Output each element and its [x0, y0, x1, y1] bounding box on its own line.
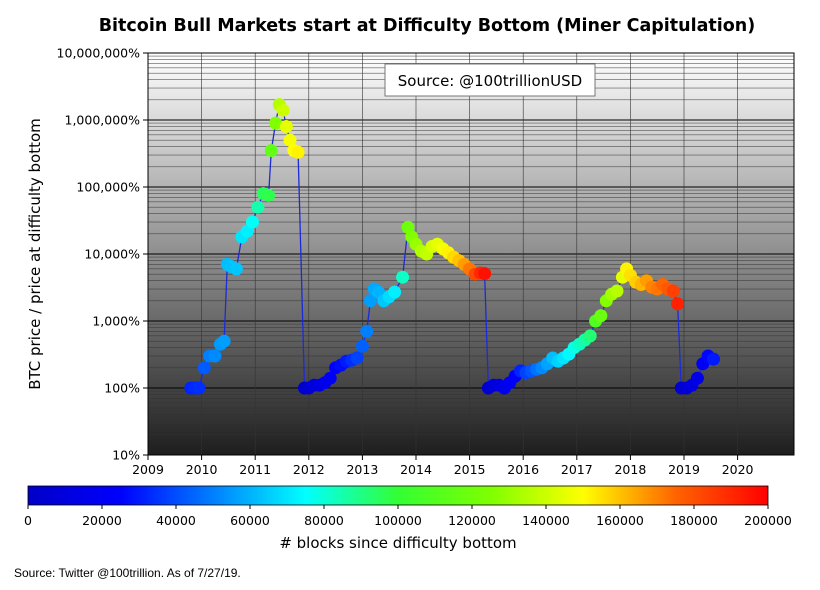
colorbar-tick-label: 140000: [522, 513, 570, 528]
colorbar-tick-label: 60000: [230, 513, 270, 528]
data-point: [355, 339, 369, 353]
data-point: [246, 215, 259, 229]
x-tick-label: 2018: [614, 462, 646, 477]
data-point: [594, 309, 608, 323]
y-tick-label: 1,000%: [92, 314, 140, 329]
data-point: [269, 116, 283, 130]
data-point: [396, 270, 410, 284]
data-point: [192, 381, 206, 395]
footnote: Source: Twitter @100trillion. As of 7/27…: [14, 566, 241, 580]
data-point: [323, 371, 337, 385]
colorbar-tick-label: 200000: [744, 513, 792, 528]
data-point: [291, 145, 305, 159]
colorbar-label: # blocks since difficulty bottom: [279, 534, 516, 552]
data-points: [184, 98, 720, 395]
source-annotation: Source: @100trillionUSD: [398, 72, 582, 90]
data-point: [283, 133, 297, 147]
data-point: [690, 371, 704, 385]
y-axis: 10% 100% 1,000% 10,000% 100,000% 1,000,000% 10…: [57, 46, 148, 463]
colorbar-tick-label: 20000: [82, 513, 122, 528]
colorbar-ticks: 0 20000 40000 60000 80000 100000 120000 140000 1…: [24, 505, 792, 528]
x-tick-label: 2013: [346, 462, 378, 477]
data-point: [363, 294, 377, 308]
data-point: [279, 120, 293, 133]
y-tick-label: 100%: [104, 381, 140, 396]
data-point: [251, 200, 265, 214]
y-tick-label: 100,000%: [76, 180, 140, 195]
x-tick-label: 2012: [293, 462, 325, 477]
x-tick-label: 2016: [507, 462, 539, 477]
colorbar-tick-label: 180000: [670, 513, 718, 528]
y-tick-label: 10,000,000%: [57, 46, 141, 61]
x-tick-label: 2014: [400, 462, 432, 477]
x-tick-label: 2010: [186, 462, 218, 477]
data-point: [197, 361, 211, 375]
data-point: [583, 329, 597, 343]
data-point: [671, 297, 685, 311]
source-annotation-box: [384, 63, 596, 97]
colorbar-tick-label: 40000: [156, 513, 196, 528]
data-point: [264, 144, 278, 157]
colorbar-tick-label: 100000: [374, 513, 422, 528]
x-axis: 2009 2010 2011 2012 2013 2014 2015 2016 2017 2018…: [132, 455, 754, 477]
colorbar-tick-label: 120000: [448, 513, 496, 528]
data-point: [229, 262, 243, 276]
colorbar-tick-label: 0: [24, 513, 32, 528]
data-point: [360, 324, 374, 338]
y-axis-label: BTC price / price at difficulty bottom: [26, 118, 44, 390]
x-tick-label: 2017: [561, 462, 593, 477]
x-tick-label: 2020: [722, 462, 754, 477]
y-tick-label: 10%: [112, 448, 140, 463]
colorbar-tick-label: 80000: [304, 513, 344, 528]
colorbar-tick-label: 160000: [596, 513, 644, 528]
data-point: [388, 285, 402, 299]
data-point: [217, 334, 231, 348]
data-point: [262, 188, 276, 202]
data-point: [276, 103, 290, 117]
x-tick-label: 2011: [239, 462, 271, 477]
data-point: [350, 351, 364, 365]
x-tick-label: 2009: [132, 462, 164, 477]
data-point: [208, 349, 222, 363]
y-tick-label: 1,000,000%: [65, 113, 141, 128]
grid-lines: [147, 53, 794, 456]
data-point: [666, 284, 680, 298]
colorbar: [27, 485, 769, 506]
data-point: [707, 352, 720, 366]
data-point: [478, 267, 492, 281]
chart-title: Bitcoin Bull Markets start at Difficulty…: [99, 16, 756, 36]
x-tick-label: 2015: [454, 462, 486, 477]
x-tick-label: 2019: [668, 462, 700, 477]
y-tick-label: 10,000%: [84, 247, 140, 262]
data-point: [610, 284, 624, 298]
